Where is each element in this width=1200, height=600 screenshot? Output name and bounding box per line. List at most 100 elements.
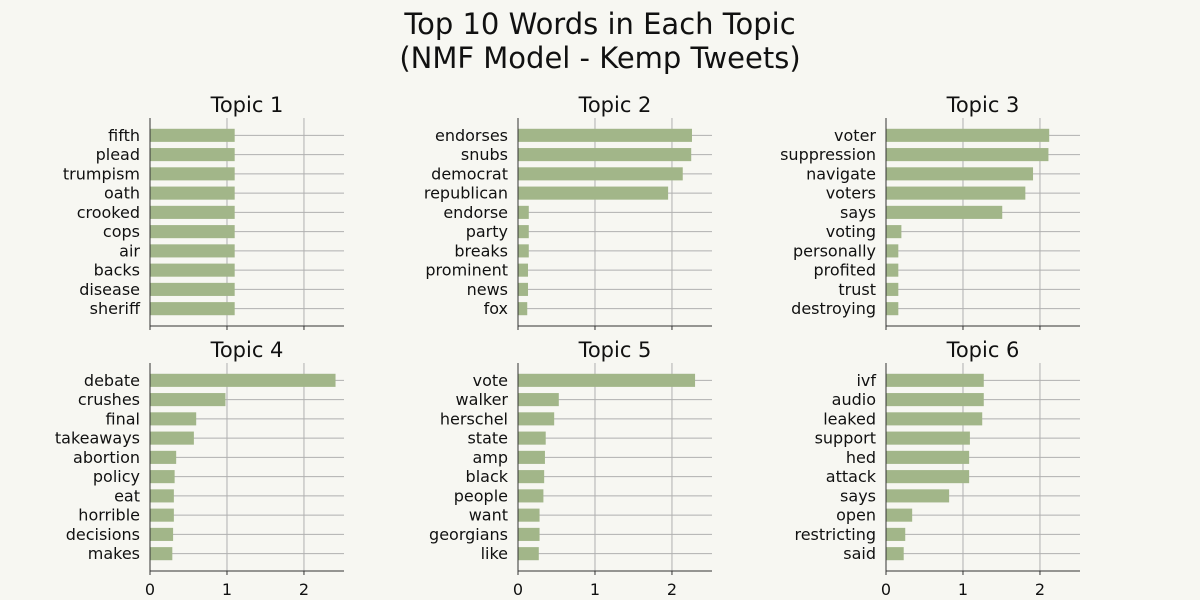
bar (886, 302, 899, 316)
bar (886, 431, 970, 445)
y-tick-label: democrat (431, 164, 508, 183)
y-tick-label: trumpism (63, 164, 140, 183)
y-tick-label: fifth (108, 126, 140, 145)
y-tick-label: navigate (806, 164, 876, 183)
bar (518, 244, 529, 258)
y-tick-label: leaked (823, 409, 876, 428)
bar (518, 205, 529, 219)
bar (518, 412, 555, 426)
y-tick-label: hed (846, 448, 876, 467)
y-tick-label: voter (834, 126, 876, 145)
y-tick-label: cops (103, 222, 140, 241)
y-tick-label: said (843, 544, 876, 563)
y-tick-label: trust (838, 280, 876, 299)
x-tick-label: 0 (881, 580, 891, 599)
y-tick-label: people (454, 486, 508, 505)
bar (886, 263, 899, 277)
bar (150, 373, 336, 387)
bar (886, 547, 904, 561)
bar (886, 450, 970, 464)
y-tick-label: party (466, 222, 508, 241)
y-tick-label: backs (94, 261, 140, 280)
bar (518, 128, 692, 142)
bar (150, 431, 194, 445)
bar (886, 186, 1026, 200)
y-tick-label: voting (826, 222, 876, 241)
y-tick-label: like (481, 544, 508, 563)
bar (886, 508, 913, 522)
panel-topic-1: Topic 1 fifthpleadtrumpismoathcrookedcops… (63, 93, 344, 330)
y-tick-label: crooked (77, 203, 140, 222)
y-tick-label: state (467, 429, 508, 448)
bar (150, 412, 197, 426)
panel-title: Topic 1 (210, 93, 284, 117)
y-tick-label: oath (104, 184, 140, 203)
panel-topic-5: Topic 5 votewalkerherschelstateampblackpe… (429, 338, 712, 599)
y-tick-label: decisions (66, 525, 140, 544)
y-tick-label: crushes (78, 390, 140, 409)
y-tick-label: voters (826, 184, 876, 203)
bar (150, 263, 235, 277)
y-tick-label: takeaways (55, 429, 140, 448)
bar (886, 167, 1034, 181)
y-tick-label: profited (813, 261, 876, 280)
y-tick-label: restricting (794, 525, 876, 544)
bar (150, 547, 173, 561)
chart-panels: Topic 1 fifthpleadtrumpismoathcrookedcops… (55, 93, 1080, 599)
panel-topic-4: Topic 4 debatecrushesfinaltakeawaysaborti… (55, 338, 344, 599)
bar (886, 393, 984, 407)
y-tick-label: georgians (429, 525, 508, 544)
y-tick-label: disease (79, 280, 140, 299)
bar (518, 148, 692, 162)
bar (518, 470, 545, 484)
bar (518, 282, 529, 296)
panel-topic-3: Topic 3 votersuppressionnavigatevoterssay… (780, 93, 1080, 330)
bar (518, 527, 540, 541)
y-tick-label: herschel (440, 409, 508, 428)
bar (518, 489, 544, 503)
y-tick-label: air (119, 241, 140, 260)
bar (518, 302, 528, 316)
bar (886, 225, 902, 239)
panel-title: Topic 4 (210, 338, 284, 362)
bar (150, 148, 235, 162)
x-tick-label: 1 (590, 580, 600, 599)
bar (518, 167, 683, 181)
y-tick-label: attack (826, 467, 877, 486)
y-tick-label: abortion (73, 448, 140, 467)
y-tick-label: makes (88, 544, 140, 563)
y-tick-label: endorses (435, 126, 508, 145)
bar (886, 244, 899, 258)
chart-title-line: Top 10 Words in Each Topic (403, 7, 795, 41)
y-tick-label: debate (84, 371, 140, 390)
x-tick-label: 1 (958, 580, 968, 599)
y-tick-label: horrible (78, 506, 140, 525)
bar (886, 148, 1049, 162)
y-tick-label: eat (114, 486, 140, 505)
x-tick-label: 0 (513, 580, 523, 599)
bar (150, 205, 235, 219)
y-tick-label: fox (484, 299, 508, 318)
bar (518, 431, 546, 445)
panel-title: Topic 5 (578, 338, 652, 362)
panel-title: Topic 6 (946, 338, 1020, 362)
bar (150, 128, 235, 142)
y-tick-label: news (467, 280, 508, 299)
bar (886, 470, 970, 484)
bar (150, 302, 235, 316)
y-tick-label: audio (832, 390, 876, 409)
panel-title: Topic 2 (578, 93, 652, 117)
y-tick-label: personally (793, 241, 876, 260)
y-tick-label: says (840, 203, 876, 222)
bar (886, 489, 950, 503)
x-tick-label: 1 (222, 580, 232, 599)
y-tick-label: walker (456, 390, 509, 409)
y-tick-label: final (106, 409, 140, 428)
y-tick-label: says (840, 486, 876, 505)
panel-topic-2: Topic 2 endorsessnubsdemocratrepublicanen… (424, 93, 712, 330)
y-tick-label: destroying (791, 299, 876, 318)
bar (886, 128, 1050, 142)
x-tick-label: 2 (667, 580, 677, 599)
y-tick-label: support (815, 429, 876, 448)
bar (518, 450, 545, 464)
